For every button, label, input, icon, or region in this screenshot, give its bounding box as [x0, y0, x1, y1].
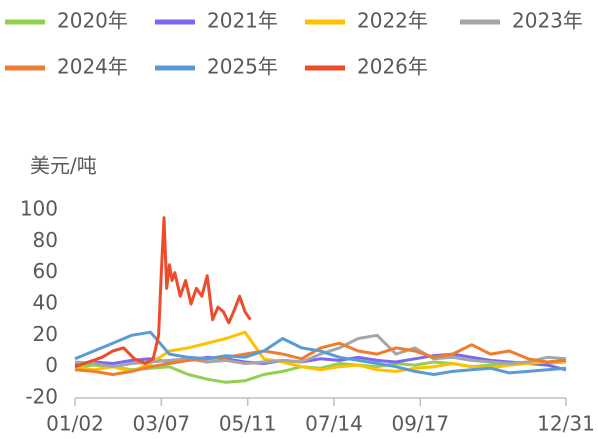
legend-label: 2025年 — [207, 55, 278, 79]
x-tick-label: 05/11 — [219, 412, 277, 436]
series-line — [74, 341, 567, 376]
x-tick-label: 12/31 — [537, 412, 595, 436]
y-tick-label: 60 — [33, 259, 58, 283]
y-tick-label: 80 — [33, 228, 58, 252]
y-tick-label: 100 — [20, 197, 58, 221]
series-line — [74, 333, 567, 369]
y-tick-label: -20 — [25, 385, 58, 409]
legend-label: 2021年 — [207, 9, 278, 33]
legend-label: 2022年 — [357, 9, 428, 33]
y-axis-label: 美元/吨 — [30, 154, 97, 178]
legend-label: 2024年 — [57, 55, 128, 79]
legend-label: 2020年 — [57, 9, 128, 33]
legend-label: 2026年 — [357, 55, 428, 79]
y-tick-label: 20 — [33, 322, 58, 346]
series-line — [74, 216, 252, 369]
x-tick-label: 01/02 — [46, 412, 104, 436]
y-tick-label: 0 — [45, 353, 58, 377]
legend-label: 2023年 — [512, 9, 583, 33]
series-line — [74, 360, 567, 384]
y-tick-label: 40 — [33, 291, 58, 315]
x-tick-label: 03/07 — [133, 412, 191, 436]
x-tick-label: 07/14 — [305, 412, 363, 436]
x-tick-label: 09/17 — [391, 412, 449, 436]
